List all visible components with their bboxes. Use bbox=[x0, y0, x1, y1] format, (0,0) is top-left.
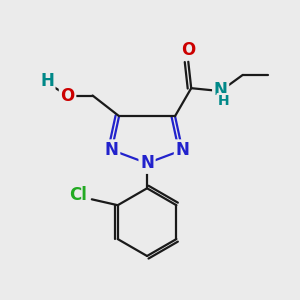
Text: H: H bbox=[40, 72, 54, 90]
Text: N: N bbox=[140, 154, 154, 172]
Text: O: O bbox=[181, 41, 195, 59]
Text: N: N bbox=[214, 81, 228, 99]
Text: H: H bbox=[218, 94, 230, 108]
Text: N: N bbox=[176, 141, 189, 159]
Text: O: O bbox=[60, 86, 75, 104]
Text: Cl: Cl bbox=[69, 187, 87, 205]
Text: N: N bbox=[105, 141, 119, 159]
